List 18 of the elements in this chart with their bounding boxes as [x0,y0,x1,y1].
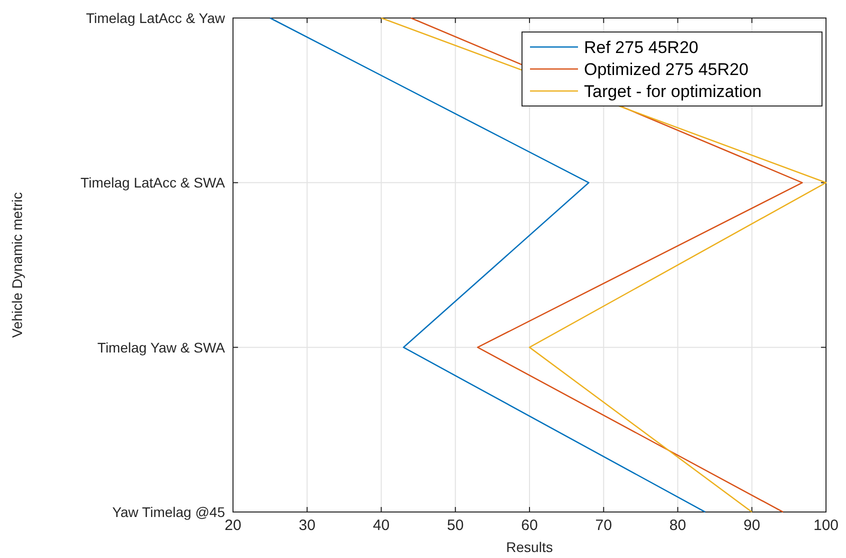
legend-label: Target - for optimization [584,82,762,101]
x-tick-label: 90 [744,517,760,534]
x-tick-label: 70 [595,517,612,534]
legend-label: Optimized 275 45R20 [584,60,748,79]
y-tick-label: Timelag LatAcc & Yaw [86,10,226,26]
y-axis-title: Vehicle Dynamic metric [9,192,25,338]
x-axis-title: Results [506,539,553,555]
x-tick-label: 50 [447,517,464,534]
x-tick-label: 60 [521,517,538,534]
y-tick-label: Timelag Yaw & SWA [97,339,226,356]
y-tick-label: Yaw Timelag @45 [112,504,226,520]
x-tick-label: 20 [224,517,242,534]
x-tick-label: 30 [298,517,316,534]
x-tick-label: 100 [813,517,839,534]
x-tick-label: 80 [669,517,686,534]
x-tick-label: 40 [372,517,390,534]
legend-label: Ref 275 45R20 [584,38,698,57]
y-tick-label: Timelag LatAcc & SWA [80,174,226,191]
